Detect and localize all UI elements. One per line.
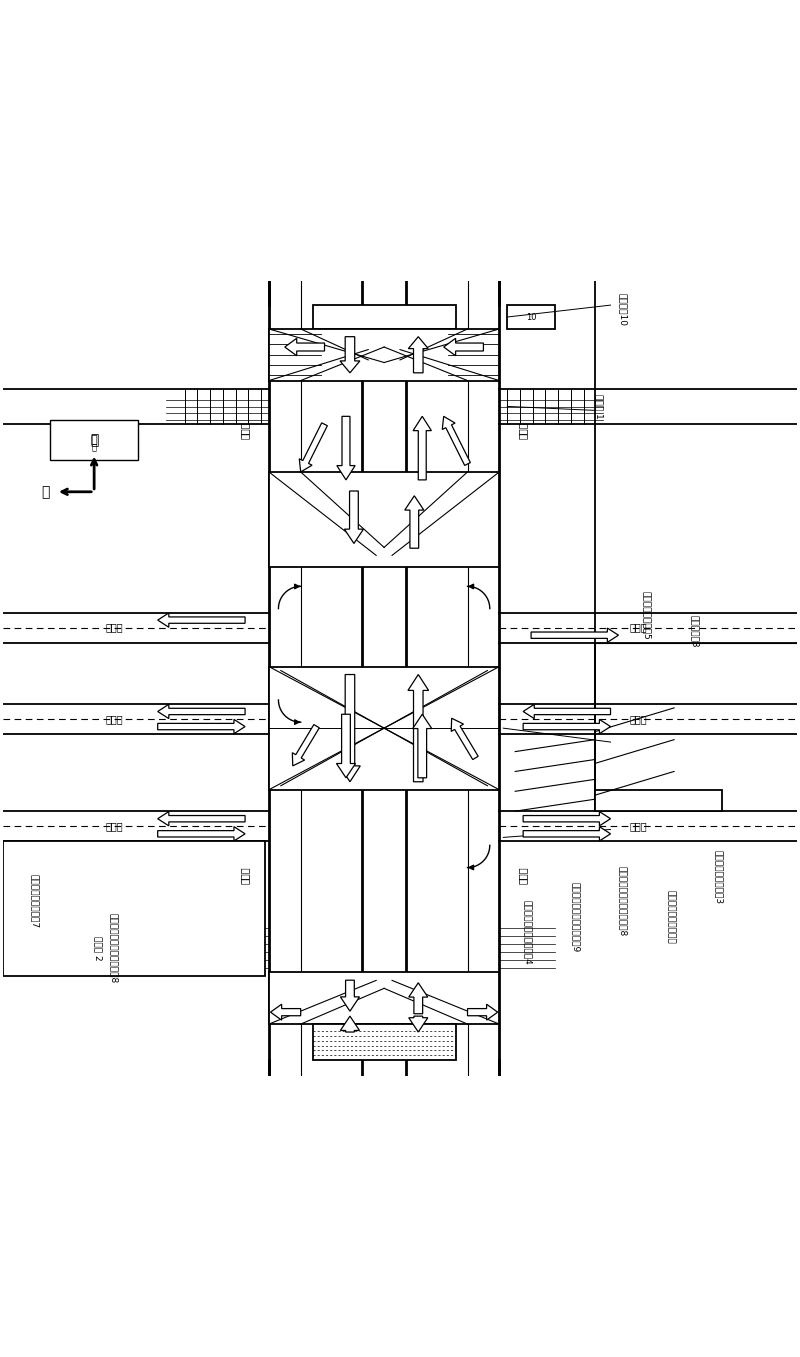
- Text: 人行道与驶车道分隔护栏台8: 人行道与驶车道分隔护栏台8: [110, 913, 118, 984]
- Text: 人化街: 人化街: [630, 821, 647, 832]
- Polygon shape: [292, 725, 319, 765]
- Polygon shape: [158, 704, 245, 719]
- Polygon shape: [344, 491, 363, 543]
- Bar: [50, 421, 138, 460]
- Text: 人行非机动车过街天桥: 人行非机动车过街天桥: [666, 890, 675, 943]
- Polygon shape: [413, 417, 431, 480]
- Bar: [269, 472, 499, 567]
- Text: 经行路 2: 经行路 2: [94, 936, 102, 961]
- Text: 人行通道台3: 人行通道台3: [690, 615, 699, 647]
- Polygon shape: [409, 982, 428, 1014]
- Text: 图: 图: [91, 436, 98, 445]
- Polygon shape: [337, 714, 355, 778]
- Polygon shape: [409, 1016, 428, 1033]
- Text: 东: 东: [42, 484, 50, 499]
- Polygon shape: [523, 704, 610, 719]
- Text: 人行道: 人行道: [518, 866, 528, 883]
- Polygon shape: [340, 674, 360, 782]
- Text: 10: 10: [526, 312, 536, 322]
- Polygon shape: [337, 417, 355, 480]
- Text: 人行道与驶车道分隔护栏台8: 人行道与驶车道分隔护栏台8: [618, 866, 627, 936]
- Text: 人行道与驶车道分隔护栏台9: 人行道与驶车道分隔护栏台9: [571, 882, 580, 953]
- Polygon shape: [408, 337, 428, 373]
- Text: 人行道: 人行道: [240, 422, 250, 440]
- Text: 例: 例: [92, 444, 97, 453]
- Polygon shape: [523, 719, 610, 734]
- Polygon shape: [158, 826, 245, 841]
- Polygon shape: [341, 980, 359, 1011]
- Polygon shape: [158, 811, 245, 826]
- Text: 人化街: 人化街: [630, 623, 647, 632]
- Polygon shape: [405, 495, 424, 548]
- Text: 人化街: 人化街: [630, 714, 647, 725]
- Polygon shape: [451, 718, 478, 760]
- Polygon shape: [442, 417, 470, 465]
- Polygon shape: [158, 613, 245, 627]
- Text: 直行左于驶车道分险3: 直行左于驶车道分险3: [714, 849, 723, 904]
- Text: 统行路断层门式分流道台4: 统行路断层门式分流道台4: [523, 900, 532, 965]
- Polygon shape: [285, 338, 325, 356]
- Text: 右车道上下过道桥台7: 右车道上下过道桥台7: [30, 874, 39, 928]
- Polygon shape: [523, 826, 610, 841]
- Bar: [269, 666, 499, 790]
- Text: 公交站台10: 公交站台10: [618, 293, 627, 326]
- Polygon shape: [523, 811, 610, 826]
- Bar: [313, 1025, 456, 1060]
- Polygon shape: [531, 628, 618, 642]
- Text: 人行道: 人行道: [518, 422, 528, 440]
- Polygon shape: [413, 714, 432, 778]
- Text: 专行左转分流道台5: 专行左转分流道台5: [642, 590, 651, 639]
- Polygon shape: [408, 674, 429, 782]
- Bar: [2, 841, 265, 977]
- Polygon shape: [340, 337, 360, 373]
- Text: 经行路 1: 经行路 1: [594, 394, 604, 419]
- Bar: [507, 305, 555, 328]
- Bar: [269, 328, 499, 380]
- Text: 人化街: 人化街: [105, 623, 123, 632]
- Bar: [313, 305, 456, 328]
- Polygon shape: [341, 1016, 359, 1033]
- Polygon shape: [444, 338, 483, 356]
- Text: 北: 北: [90, 433, 98, 448]
- Bar: [269, 973, 499, 1025]
- Polygon shape: [299, 423, 327, 472]
- Polygon shape: [270, 1004, 301, 1020]
- Text: 人化街: 人化街: [105, 714, 123, 725]
- Text: 人行道: 人行道: [240, 866, 250, 883]
- Polygon shape: [158, 719, 245, 734]
- Polygon shape: [467, 1004, 498, 1020]
- Text: 人化街: 人化街: [105, 821, 123, 832]
- Bar: [594, 790, 722, 811]
